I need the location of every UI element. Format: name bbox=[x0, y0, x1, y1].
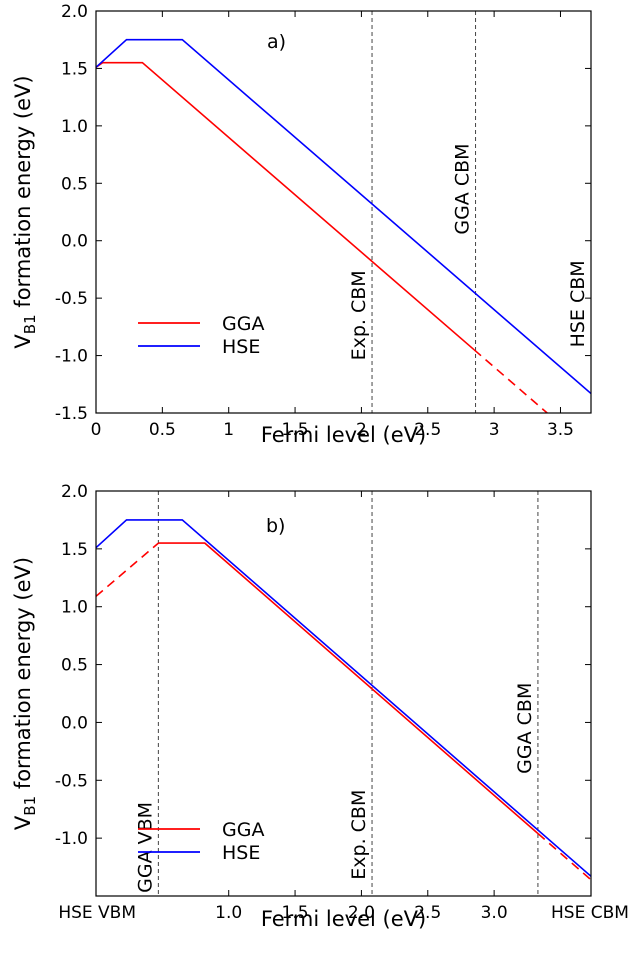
y-tick-label: -0.5 bbox=[55, 771, 88, 791]
x-tick-label: 2.5 bbox=[414, 903, 441, 923]
series-line-hse-solid bbox=[96, 519, 591, 877]
y-axis-label: VB1 formation energy (eV) bbox=[11, 557, 39, 830]
legend-label-hse: HSE bbox=[222, 336, 260, 358]
vline-label: GGA CBM bbox=[452, 143, 474, 234]
series-group bbox=[96, 38, 591, 413]
y-tick-label: 1.5 bbox=[61, 540, 88, 560]
vline-label: Exp. CBM bbox=[348, 790, 370, 880]
series-line-hse-solid bbox=[96, 38, 591, 395]
x-tick-label: 1 bbox=[223, 420, 234, 440]
panel-a: Exp. CBM GGA CBM HSE CBM 2.0 1.5 1.0 0.5 0.0 -0.… bbox=[11, 2, 592, 447]
y-tick-label: 0.0 bbox=[61, 232, 88, 252]
plot-frame bbox=[95, 490, 592, 897]
panel-label: b) bbox=[266, 515, 285, 537]
y-tick-label: -0.5 bbox=[55, 289, 88, 309]
x-tick-label: 0.5 bbox=[149, 420, 176, 440]
x-tick-label: HSE VBM bbox=[58, 903, 136, 923]
legend-label-hse: HSE bbox=[222, 842, 260, 864]
legend-label-gga: GGA bbox=[222, 819, 264, 841]
y-tick-label: 1.0 bbox=[61, 117, 88, 137]
x-tick-label: 1.5 bbox=[282, 420, 309, 440]
vline-label: Exp. CBM bbox=[348, 270, 370, 360]
y-axis-label-subscript: B1 bbox=[21, 314, 39, 334]
panel-b: GGA VBM Exp. CBM GGA CBM 2.0 1.5 1.0 0.5 0.0 -0.… bbox=[11, 482, 629, 931]
series-line-gga-solid bbox=[96, 61, 475, 351]
x-axis-label: Fermi level (eV) bbox=[261, 907, 426, 931]
y-tick-label: 0.5 bbox=[61, 174, 88, 194]
y-tick-label: 1.5 bbox=[61, 59, 88, 79]
x-tick-label: 3.0 bbox=[481, 903, 508, 923]
series-group bbox=[96, 519, 591, 881]
y-axis-label: VB1 formation energy (eV) bbox=[11, 75, 39, 348]
y-tick-label: 2.0 bbox=[61, 2, 88, 22]
x-tick-label: 2.0 bbox=[348, 903, 375, 923]
x-axis-label: Fermi level (eV) bbox=[261, 423, 426, 447]
y-tick-label: 0.0 bbox=[61, 713, 88, 733]
y-tick-label: -1.5 bbox=[55, 404, 88, 424]
y-tick-label: 0.5 bbox=[61, 656, 88, 676]
y-tick-label: 1.0 bbox=[61, 598, 88, 618]
x-tick-label: 2.5 bbox=[414, 420, 441, 440]
vline-label: HSE CBM bbox=[567, 260, 589, 347]
x-tick-label: 1.5 bbox=[282, 903, 309, 923]
series-line-gga-dashed bbox=[96, 542, 159, 597]
series-line-gga-dashed bbox=[473, 349, 548, 413]
legend-label-gga: GGA bbox=[222, 313, 264, 335]
y-axis-label-subscript: B1 bbox=[21, 796, 39, 816]
x-tick-label: 0 bbox=[91, 420, 102, 440]
x-tick-label: 3.5 bbox=[547, 420, 574, 440]
plot-frame bbox=[95, 10, 592, 414]
y-tick-label: 2.0 bbox=[61, 482, 88, 502]
y-axis-label-main: V bbox=[11, 815, 35, 830]
x-tick-label: HSE CBM bbox=[551, 903, 629, 923]
y-axis-label-rest: formation energy (eV) bbox=[11, 75, 35, 314]
y-axis-label-main: V bbox=[11, 334, 35, 349]
y-tick-label: -1.0 bbox=[55, 347, 88, 367]
panel-label: a) bbox=[267, 31, 286, 53]
x-tick-label: 2 bbox=[356, 420, 367, 440]
vline-label: GGA CBM bbox=[514, 683, 536, 774]
x-tick-label: 1.0 bbox=[215, 903, 242, 923]
series-line-gga-solid bbox=[158, 542, 539, 835]
series-line-gga-dashed bbox=[537, 832, 591, 881]
vline-label: GGA VBM bbox=[134, 802, 156, 893]
y-tick-label: -1.0 bbox=[55, 829, 88, 849]
y-axis-label-rest: formation energy (eV) bbox=[11, 557, 35, 796]
x-tick-label: 3 bbox=[489, 420, 500, 440]
